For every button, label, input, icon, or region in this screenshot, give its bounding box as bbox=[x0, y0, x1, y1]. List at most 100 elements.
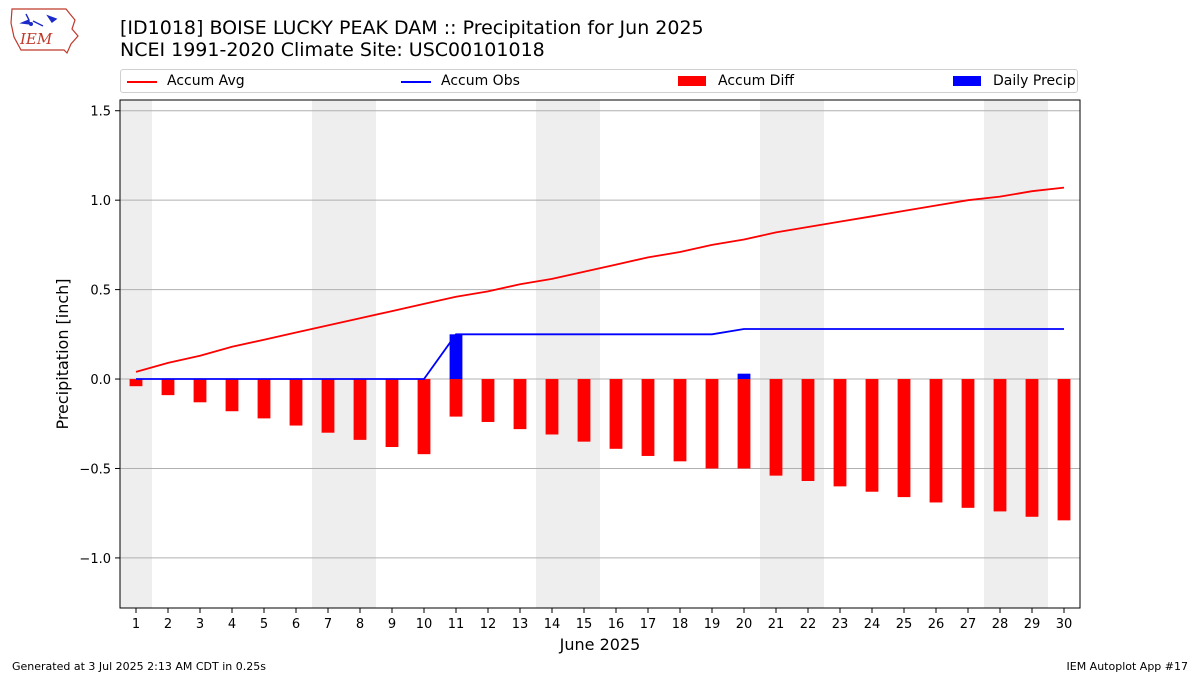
legend-label: Accum Obs bbox=[441, 73, 520, 89]
y-tick-label: −0.5 bbox=[79, 462, 111, 477]
x-tick-label: 5 bbox=[260, 617, 268, 632]
y-tick-label: 1.0 bbox=[90, 194, 111, 209]
iowa-state-outline bbox=[10, 8, 79, 55]
weekend-shade bbox=[312, 100, 344, 608]
weekend-shade bbox=[1016, 100, 1048, 608]
x-tick-label: 23 bbox=[832, 617, 849, 632]
accum-diff-bar bbox=[129, 379, 143, 387]
x-tick-label: 4 bbox=[228, 617, 236, 632]
legend-label: Accum Diff bbox=[718, 73, 795, 89]
x-tick-label: 25 bbox=[896, 617, 913, 632]
accum-diff-bar bbox=[1057, 379, 1071, 521]
x-tick-label: 8 bbox=[356, 617, 364, 632]
x-axis-label: June 2025 bbox=[559, 635, 641, 654]
x-tick-label: 26 bbox=[928, 617, 945, 632]
accum-diff-bar bbox=[961, 379, 975, 508]
legend-swatch-accum-diff bbox=[678, 76, 706, 86]
accum-diff-bar bbox=[161, 379, 175, 396]
generated-timestamp: Generated at 3 Jul 2025 2:13 AM CDT in 0… bbox=[12, 660, 266, 673]
daily-precip-bar bbox=[449, 334, 463, 380]
legend-label: Accum Avg bbox=[167, 73, 245, 89]
accum-diff-bar bbox=[641, 379, 655, 456]
x-tick-label: 12 bbox=[480, 617, 497, 632]
x-tick-label: 10 bbox=[416, 617, 433, 632]
x-tick-label: 3 bbox=[196, 617, 204, 632]
x-tick-label: 19 bbox=[704, 617, 721, 632]
accum-diff-bar bbox=[193, 379, 207, 403]
accum-diff-bar bbox=[769, 379, 783, 476]
x-tick-label: 20 bbox=[736, 617, 753, 632]
y-tick-label: −1.0 bbox=[79, 552, 111, 567]
accum-diff-bar bbox=[321, 379, 335, 433]
x-tick-label: 7 bbox=[324, 617, 332, 632]
x-tick-label: 11 bbox=[448, 617, 465, 632]
accum-diff-bar bbox=[705, 379, 719, 469]
x-tick-label: 9 bbox=[388, 617, 396, 632]
x-tick-label: 16 bbox=[608, 617, 625, 632]
accum-diff-bar bbox=[257, 379, 271, 419]
grid-layer bbox=[120, 110, 1080, 559]
accum-diff-bar bbox=[993, 379, 1007, 512]
weekend-shading-layer bbox=[120, 100, 1048, 608]
plot-frame bbox=[119, 99, 1081, 609]
accum-obs-line bbox=[136, 328, 1064, 380]
chart-legend: Accum Avg Accum Obs Accum Diff Daily Pre… bbox=[120, 69, 1078, 93]
legend-swatch-daily-precip bbox=[953, 76, 981, 86]
x-tick-label: 17 bbox=[640, 617, 657, 632]
x-tick-label: 24 bbox=[864, 617, 881, 632]
weekend-shade bbox=[984, 100, 1016, 608]
accum-diff-bar bbox=[385, 379, 399, 448]
accum-diff-bar bbox=[481, 379, 495, 422]
accum-diff-bar bbox=[1025, 379, 1039, 517]
axes-layer: −1.0−0.50.00.51.01.51 2 3 4 5 6 7 8 9 10 11 12 13 14 1… bbox=[53, 99, 1081, 654]
lines-layer bbox=[135, 186, 1065, 380]
accum-diff-bar bbox=[897, 379, 911, 498]
x-tick-label: 18 bbox=[672, 617, 689, 632]
x-tick-label: 15 bbox=[576, 617, 593, 632]
daily-precip-bar bbox=[737, 373, 751, 380]
accum-diff-bar bbox=[673, 379, 687, 462]
weather-dot bbox=[29, 22, 33, 26]
accum-diff-bar bbox=[449, 379, 463, 417]
accum-diff-bar bbox=[545, 379, 559, 435]
accum-diff-bar bbox=[513, 379, 527, 430]
accum-diff-bar bbox=[833, 379, 847, 487]
x-tick-label: 22 bbox=[800, 617, 817, 632]
bars-layer bbox=[129, 334, 1071, 521]
accum-diff-bar bbox=[737, 379, 751, 469]
legend-label: Daily Precip bbox=[993, 73, 1076, 89]
accum-diff-bar bbox=[577, 379, 591, 442]
legend-swatch-accum-avg bbox=[127, 81, 157, 83]
accum-diff-bar bbox=[289, 379, 303, 426]
y-tick-label: 0.5 bbox=[90, 284, 111, 299]
weekend-shade bbox=[568, 100, 600, 608]
accum-diff-bar bbox=[865, 379, 879, 492]
legend-swatch-accum-obs bbox=[401, 81, 431, 83]
accum-diff-bar bbox=[609, 379, 623, 449]
weekend-shade bbox=[792, 100, 824, 608]
accum-avg-line bbox=[135, 186, 1065, 373]
x-tick-label: 28 bbox=[992, 617, 1009, 632]
chart-subtitle: NCEI 1991-2020 Climate Site: USC00101018 bbox=[120, 39, 545, 61]
y-axis-label: Precipitation [inch] bbox=[53, 278, 72, 429]
y-tick-label: 1.5 bbox=[90, 105, 111, 120]
app-label: IEM Autoplot App #17 bbox=[1066, 660, 1189, 673]
accum-diff-bar bbox=[801, 379, 815, 481]
y-tick-label: 0.0 bbox=[90, 373, 111, 388]
accum-diff-bar bbox=[929, 379, 943, 503]
logo-text: IEM bbox=[19, 30, 53, 48]
x-tick-label: 14 bbox=[544, 617, 561, 632]
x-tick-label: 30 bbox=[1056, 617, 1073, 632]
weekend-shade bbox=[344, 100, 376, 608]
x-tick-label: 13 bbox=[512, 617, 529, 632]
x-tick-label: 27 bbox=[960, 617, 977, 632]
x-tick-label: 29 bbox=[1024, 617, 1041, 632]
chart-title: [ID1018] BOISE LUCKY PEAK DAM :: Precipi… bbox=[120, 17, 704, 39]
x-tick-label: 2 bbox=[164, 617, 172, 632]
weekend-shade bbox=[120, 100, 152, 608]
iem-logo: IEM bbox=[10, 8, 79, 55]
accum-diff-bar bbox=[417, 379, 431, 455]
weekend-shade bbox=[536, 100, 568, 608]
accum-diff-bar bbox=[225, 379, 239, 412]
